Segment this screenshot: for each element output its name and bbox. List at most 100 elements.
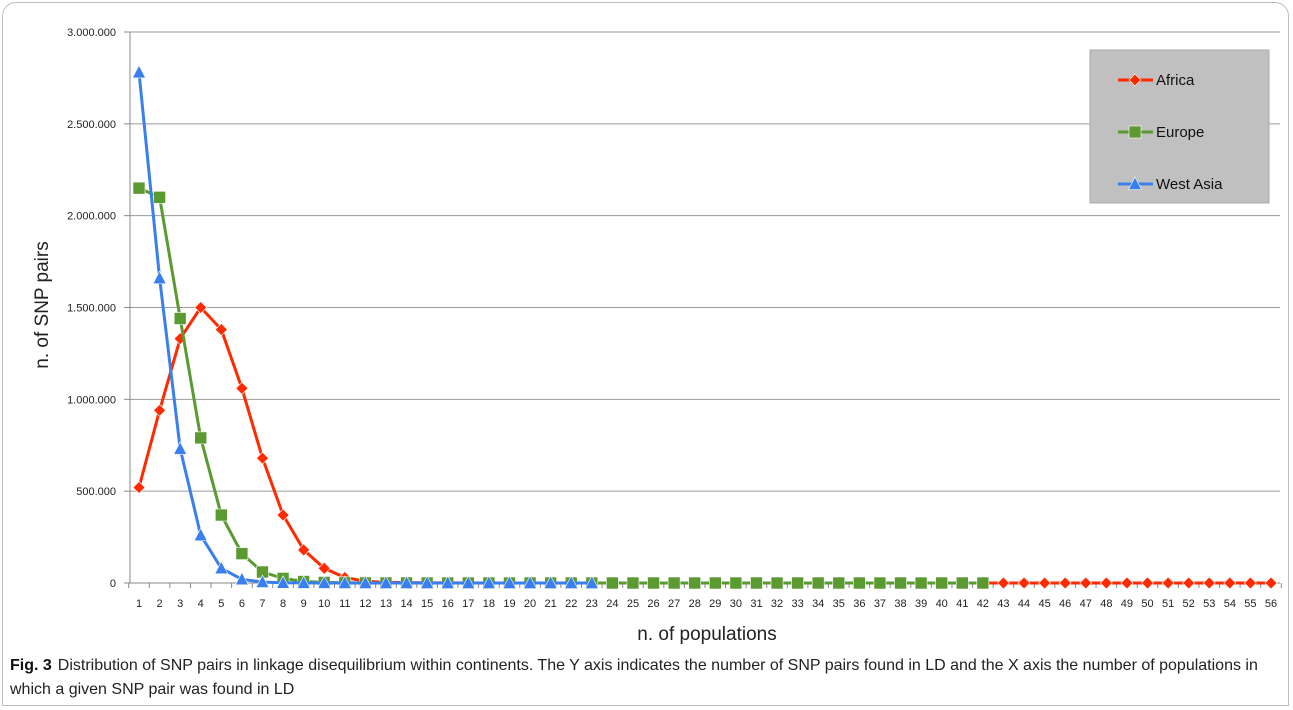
x-tick-label: 37 bbox=[874, 598, 886, 610]
series-west-asia bbox=[132, 64, 599, 589]
x-tick-label: 28 bbox=[689, 598, 701, 610]
data-point-africa bbox=[1017, 576, 1031, 590]
data-point-west-asia bbox=[564, 575, 579, 589]
x-tick-label: 33 bbox=[791, 598, 803, 610]
x-tick-label: 55 bbox=[1244, 598, 1256, 610]
data-point-west-asia bbox=[255, 574, 270, 588]
series-line-africa bbox=[137, 306, 1271, 585]
data-point-europe bbox=[667, 576, 681, 590]
x-tick-label: 29 bbox=[709, 598, 721, 610]
data-point-africa bbox=[1243, 576, 1257, 590]
y-tick-label: 1.500.000 bbox=[67, 303, 116, 315]
x-tick-label: 35 bbox=[833, 598, 845, 610]
data-point-europe bbox=[153, 191, 166, 204]
x-tick-label: 5 bbox=[218, 598, 224, 610]
figure-caption: Fig. 3 Distribution of SNP pairs in linka… bbox=[10, 654, 1280, 702]
legend-label: West Asia bbox=[1156, 176, 1223, 193]
x-tick-label: 6 bbox=[239, 598, 245, 610]
data-point-west-asia bbox=[461, 575, 476, 589]
data-point-europe bbox=[132, 181, 146, 195]
x-axis-title: n. of populations bbox=[637, 624, 776, 645]
data-point-west-asia bbox=[193, 527, 208, 542]
x-tick-label: 8 bbox=[280, 598, 286, 610]
legend-item-africa: Africa bbox=[1118, 72, 1195, 89]
x-tick-label: 52 bbox=[1183, 598, 1195, 610]
data-point-africa bbox=[1038, 576, 1052, 590]
data-point-africa bbox=[194, 301, 208, 314]
data-point-europe bbox=[770, 576, 784, 590]
x-tick-label: 42 bbox=[977, 598, 989, 610]
x-tick-label: 54 bbox=[1224, 598, 1236, 610]
x-tick-label: 44 bbox=[1018, 598, 1030, 610]
data-point-africa bbox=[153, 403, 167, 417]
data-point-europe bbox=[894, 576, 907, 590]
x-tick-label: 53 bbox=[1203, 598, 1215, 610]
x-tick-label: 13 bbox=[380, 598, 392, 610]
data-point-europe bbox=[832, 576, 846, 590]
x-tick-label: 43 bbox=[997, 598, 1009, 610]
x-tick-label: 48 bbox=[1100, 598, 1112, 610]
data-point-west-asia bbox=[132, 64, 146, 79]
data-point-africa bbox=[1120, 576, 1134, 590]
x-tick-label: 51 bbox=[1162, 598, 1174, 610]
x-tick-label: 7 bbox=[259, 598, 265, 610]
y-tick-label: 3.000.000 bbox=[67, 27, 116, 39]
x-tick-label: 2 bbox=[157, 598, 163, 610]
x-tick-label: 46 bbox=[1059, 598, 1071, 610]
data-point-africa bbox=[297, 543, 311, 557]
data-point-west-asia bbox=[502, 575, 517, 589]
y-tick-label: 2.500.000 bbox=[67, 119, 116, 131]
data-point-africa bbox=[1141, 576, 1154, 590]
legend-label: Africa bbox=[1156, 72, 1195, 89]
x-tick-label: 20 bbox=[524, 598, 536, 610]
data-point-west-asia bbox=[337, 575, 352, 589]
data-point-africa bbox=[317, 561, 331, 575]
x-tick-label: 9 bbox=[301, 598, 307, 610]
data-point-europe bbox=[935, 576, 948, 590]
x-tick-label: 38 bbox=[894, 598, 906, 610]
data-point-west-asia bbox=[317, 575, 332, 589]
x-tick-label: 12 bbox=[359, 598, 371, 610]
data-point-africa bbox=[256, 451, 269, 465]
legend-swatch-marker bbox=[1128, 73, 1142, 87]
x-tick-label: 26 bbox=[647, 598, 659, 610]
x-tick-label: 22 bbox=[565, 598, 577, 610]
data-point-west-asia bbox=[584, 575, 599, 589]
x-tick-label: 34 bbox=[812, 598, 824, 610]
data-point-africa bbox=[1079, 576, 1093, 590]
x-tick-label: 47 bbox=[1080, 598, 1092, 610]
data-point-europe bbox=[914, 576, 928, 590]
x-tick-label: 56 bbox=[1265, 598, 1277, 610]
x-tick-label: 31 bbox=[750, 598, 762, 610]
data-point-europe bbox=[811, 576, 825, 590]
x-tick-label: 39 bbox=[915, 598, 927, 610]
data-point-europe bbox=[194, 431, 208, 445]
data-point-africa bbox=[1223, 576, 1237, 590]
data-point-africa bbox=[997, 576, 1010, 590]
x-tick-label: 50 bbox=[1141, 598, 1153, 610]
data-point-europe bbox=[791, 576, 804, 590]
x-tick-label: 24 bbox=[606, 598, 618, 610]
data-point-west-asia bbox=[440, 575, 455, 589]
x-tick-label: 25 bbox=[627, 598, 639, 610]
x-tick-label: 15 bbox=[421, 598, 433, 610]
data-point-europe bbox=[173, 312, 187, 325]
y-axis-title: n. of SNP pairs bbox=[32, 241, 53, 368]
x-tick-label: 11 bbox=[339, 598, 350, 610]
data-point-europe bbox=[976, 576, 990, 590]
x-tick-label: 14 bbox=[400, 598, 412, 610]
legend-item-europe: Europe bbox=[1118, 124, 1204, 141]
data-point-west-asia bbox=[481, 575, 496, 589]
caption-label: Fig. 3 bbox=[10, 657, 52, 674]
data-point-africa bbox=[1202, 576, 1216, 590]
y-tick-label: 1.000.000 bbox=[67, 394, 116, 406]
x-tick-label: 32 bbox=[771, 598, 783, 610]
data-point-west-asia bbox=[358, 575, 373, 589]
data-point-west-asia bbox=[152, 270, 167, 284]
data-point-west-asia bbox=[543, 575, 558, 589]
series-line-europe bbox=[138, 186, 983, 585]
x-tick-label: 30 bbox=[730, 598, 742, 610]
data-point-africa bbox=[235, 381, 249, 395]
data-point-europe bbox=[955, 576, 969, 590]
